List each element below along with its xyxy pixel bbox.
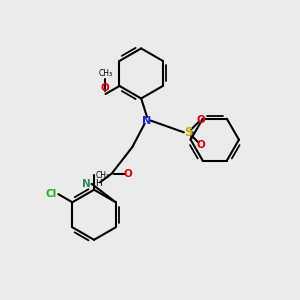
Text: H: H [95,179,102,188]
Text: Cl: Cl [46,189,57,199]
Text: N: N [82,179,91,189]
Text: O: O [124,169,132,178]
Text: N: N [142,116,152,126]
Text: CH₃: CH₃ [98,69,112,78]
Text: CH₃: CH₃ [95,170,110,179]
Text: O: O [100,83,109,94]
Text: O: O [196,115,205,125]
Text: O: O [196,140,205,150]
Text: S: S [184,126,193,139]
